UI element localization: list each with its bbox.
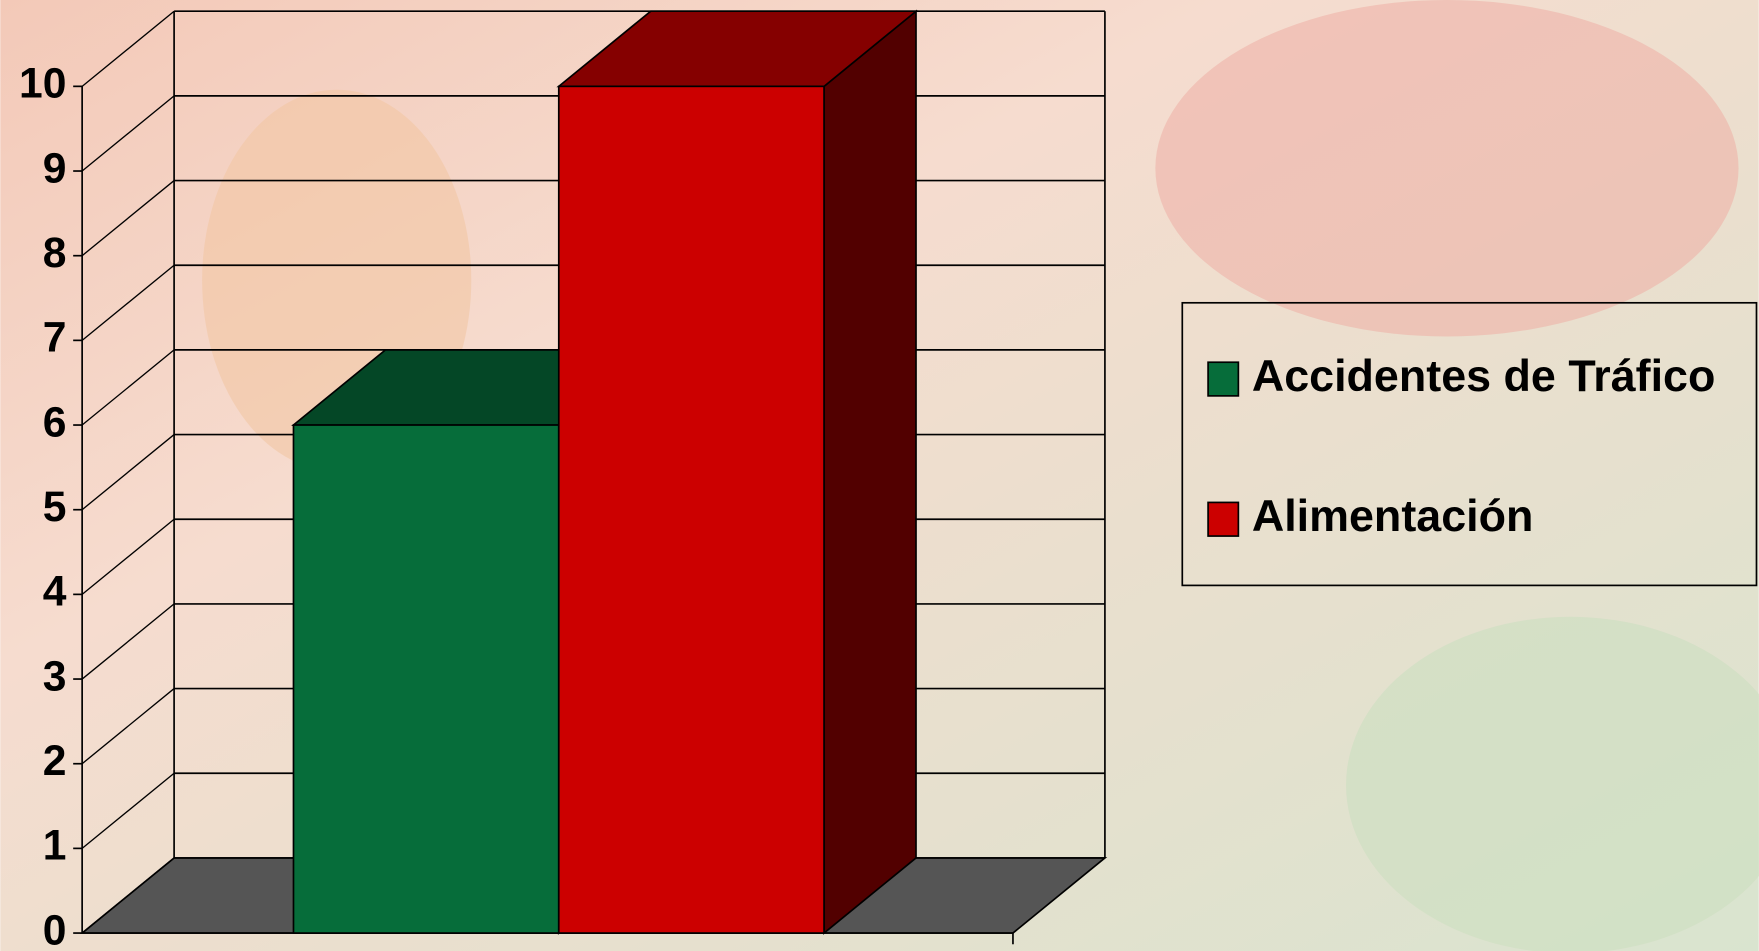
grid-line bbox=[81, 603, 175, 680]
grid-line bbox=[81, 688, 175, 765]
legend-swatch bbox=[1207, 501, 1240, 537]
grid-line bbox=[81, 349, 175, 426]
y-tick-label: 3 bbox=[43, 652, 67, 700]
y-tick-label: 2 bbox=[43, 737, 67, 785]
legend-label: Alimentación bbox=[1252, 490, 1534, 541]
legend-box bbox=[1181, 301, 1758, 587]
y-tick-label: 7 bbox=[43, 314, 67, 362]
background-shape bbox=[1155, 0, 1739, 337]
y-tick-label: 9 bbox=[43, 144, 67, 192]
y-tick-label: 10 bbox=[19, 60, 66, 108]
bar-front bbox=[292, 424, 560, 934]
y-tick-label: 6 bbox=[43, 398, 67, 446]
bar-side bbox=[823, 9, 917, 935]
background-shape bbox=[1346, 616, 1759, 951]
grid-line bbox=[81, 772, 175, 849]
grid-line bbox=[81, 95, 175, 172]
grid-line bbox=[81, 518, 175, 595]
y-tick-label: 1 bbox=[43, 822, 67, 870]
grid-line bbox=[81, 264, 175, 341]
y-tick-label: 8 bbox=[43, 229, 67, 277]
plot: 0 1 2 3 4 5 6 7 8 9 10 bbox=[19, 9, 1108, 951]
y-tick-label: 0 bbox=[43, 906, 67, 951]
legend: Accidentes de Tráfico Alimentación bbox=[1207, 350, 1716, 541]
y-tick-label: 5 bbox=[43, 483, 67, 531]
grid-line bbox=[81, 857, 175, 934]
legend-label: Accidentes de Tráfico bbox=[1252, 350, 1716, 401]
bar-front bbox=[557, 85, 825, 934]
grid-line bbox=[81, 10, 175, 87]
grid-line bbox=[81, 434, 175, 511]
bar bbox=[556, 9, 919, 935]
y-tick-label: 4 bbox=[43, 568, 67, 616]
legend-swatch bbox=[1207, 361, 1240, 397]
grid-line bbox=[81, 180, 175, 257]
